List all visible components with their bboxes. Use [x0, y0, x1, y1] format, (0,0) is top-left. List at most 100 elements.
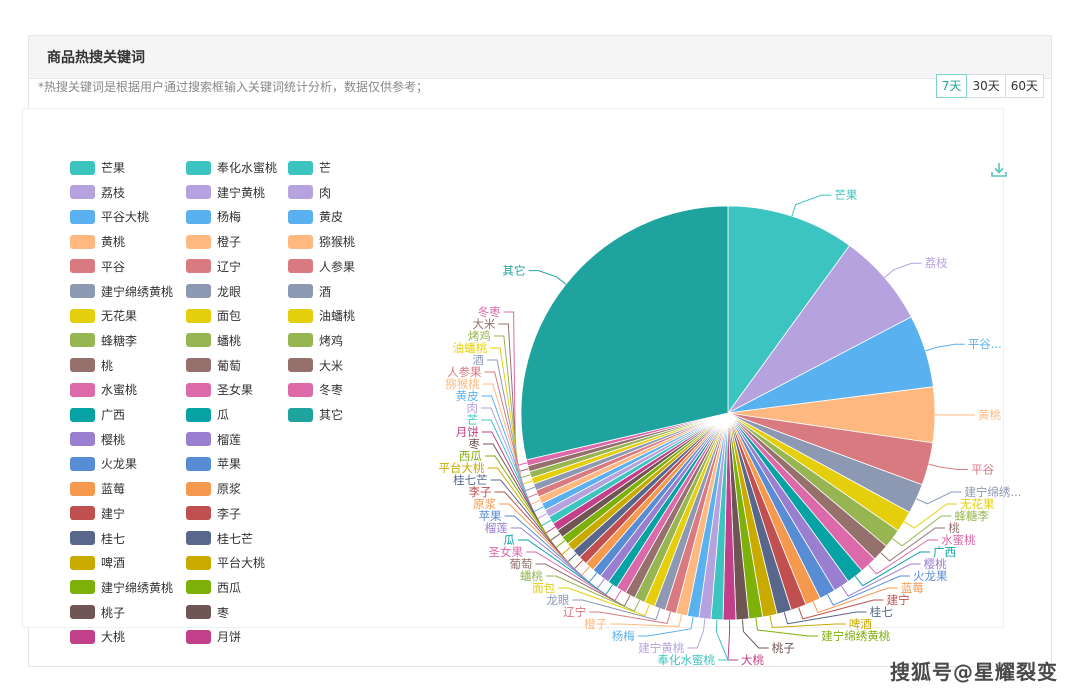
legend-label: 肉 — [319, 185, 332, 200]
legend-item[interactable]: 平谷大桃 — [70, 208, 149, 225]
legend-item[interactable]: 酒 — [288, 283, 331, 300]
legend-item[interactable]: 冬枣 — [288, 381, 343, 398]
legend-label: 烤鸡 — [319, 333, 344, 348]
legend-swatch — [70, 259, 95, 274]
legend-item[interactable]: 蜂糖李 — [70, 332, 137, 349]
legend-swatch — [70, 382, 95, 397]
legend-item[interactable]: 黄桃 — [70, 233, 125, 250]
pie-label-line — [487, 359, 535, 493]
pie-label: 樱桃 — [924, 557, 947, 571]
pie-label-line — [517, 539, 613, 596]
legend-item[interactable]: 平台大桃 — [186, 554, 265, 571]
pie-label: 油蟠桃 — [453, 341, 488, 355]
pie-label: 辽宁 — [563, 605, 586, 619]
legend-item[interactable]: 西瓜 — [186, 579, 241, 596]
legend-item[interactable]: 油蟠桃 — [288, 307, 355, 324]
pie-label: 建宁 — [887, 593, 910, 607]
legend-item[interactable]: 桃 — [70, 357, 113, 374]
legend-item[interactable]: 圣女果 — [186, 381, 253, 398]
legend-item[interactable]: 建宁绵绣黄桃 — [70, 283, 173, 300]
legend-item[interactable]: 建宁绵绣黄桃 — [70, 579, 173, 596]
legend-item[interactable]: 葡萄 — [186, 357, 241, 374]
legend-swatch — [70, 160, 95, 175]
legend-item[interactable]: 平谷 — [70, 258, 125, 275]
download-icon[interactable] — [989, 160, 1009, 180]
legend-item[interactable]: 瓜 — [186, 406, 229, 423]
legend-swatch — [186, 456, 211, 471]
legend-item[interactable]: 建宁黄桃 — [186, 184, 265, 201]
legend-item[interactable]: 荔枝 — [70, 184, 125, 201]
legend-swatch — [288, 382, 313, 397]
legend-item[interactable]: 火龙果 — [70, 455, 137, 472]
legend-item[interactable]: 无花果 — [70, 307, 137, 324]
legend-item[interactable]: 李子 — [186, 505, 241, 522]
legend-item[interactable]: 大桃 — [70, 628, 125, 645]
pie-label: 大米 — [472, 317, 495, 331]
legend-item[interactable]: 原浆 — [186, 480, 241, 497]
pie-label: 芒 — [467, 413, 479, 427]
legend-item[interactable]: 黄皮 — [288, 208, 343, 225]
pie-label-line — [916, 491, 962, 505]
range-60-days-button[interactable]: 60天 — [1004, 74, 1044, 98]
range-30-days-button[interactable]: 30天 — [966, 74, 1006, 98]
legend-label: 火龙果 — [101, 457, 138, 472]
legend-label: 平谷大桃 — [101, 210, 150, 225]
legend-item[interactable]: 桃子 — [70, 604, 125, 621]
legend-item[interactable]: 月饼 — [186, 628, 241, 645]
legend-item[interactable]: 面包 — [186, 307, 241, 324]
legend-swatch — [288, 209, 313, 224]
pie-label-line — [481, 407, 548, 521]
pie-label-line — [481, 431, 556, 535]
pie-label: 芒果 — [834, 188, 857, 202]
legend-item[interactable]: 其它 — [288, 406, 343, 423]
legend-label: 西瓜 — [217, 580, 242, 595]
legend-item[interactable]: 广西 — [70, 406, 125, 423]
legend-item[interactable]: 啤酒 — [70, 554, 125, 571]
pie-label: 其它 — [503, 264, 526, 278]
legend-item[interactable]: 榴莲 — [186, 431, 241, 448]
legend-swatch — [70, 506, 95, 521]
legend-item[interactable]: 桂七芒 — [186, 530, 253, 547]
legend-item[interactable]: 肉 — [288, 184, 331, 201]
legend-item[interactable]: 建宁 — [70, 505, 125, 522]
pie-label-line — [487, 467, 571, 556]
pie-label-line — [545, 575, 641, 612]
legend-item[interactable]: 大米 — [288, 357, 343, 374]
legend-swatch — [186, 407, 211, 422]
legend-item[interactable]: 橙子 — [186, 233, 241, 250]
pie-label-line — [526, 551, 622, 602]
legend-item[interactable]: 龙眼 — [186, 283, 241, 300]
pie-slice[interactable] — [727, 205, 851, 415]
legend-label: 榴莲 — [217, 432, 242, 447]
legend-item[interactable]: 杨梅 — [186, 208, 241, 225]
legend-label: 蓝莓 — [101, 482, 126, 497]
legend-label: 大米 — [319, 358, 344, 373]
legend-item[interactable]: 奉化水蜜桃 — [186, 159, 277, 176]
legend-item[interactable]: 蟠桃 — [186, 332, 241, 349]
range-7-days-button[interactable]: 7天 — [935, 74, 968, 98]
legend-item[interactable]: 辽宁 — [186, 258, 241, 275]
legend-swatch — [288, 234, 313, 249]
legend-item[interactable]: 蓝莓 — [70, 480, 125, 497]
legend-item[interactable]: 人参果 — [288, 258, 355, 275]
legend-item[interactable]: 芒果 — [70, 159, 125, 176]
legend-label: 建宁 — [101, 506, 126, 521]
legend-item[interactable]: 枣 — [186, 604, 229, 621]
pie-label: 面包 — [532, 581, 555, 595]
legend-swatch — [186, 209, 211, 224]
legend-swatch — [288, 333, 313, 348]
legend-item[interactable]: 猕猴桃 — [288, 233, 355, 250]
legend-item[interactable]: 苹果 — [186, 455, 241, 472]
legend-item[interactable]: 烤鸡 — [288, 332, 343, 349]
legend-swatch — [70, 333, 95, 348]
legend-label: 油蟠桃 — [319, 309, 356, 324]
pie-label: 蟠桃 — [520, 569, 543, 583]
legend-item[interactable]: 芒 — [288, 159, 331, 176]
legend-item[interactable]: 桂七 — [70, 530, 125, 547]
pie-label: 建宁黄桃 — [638, 641, 684, 655]
legend-item[interactable]: 水蜜桃 — [70, 381, 137, 398]
pie-label: 平谷 — [971, 463, 994, 477]
legend-swatch — [186, 259, 211, 274]
legend-item[interactable]: 樱桃 — [70, 431, 125, 448]
